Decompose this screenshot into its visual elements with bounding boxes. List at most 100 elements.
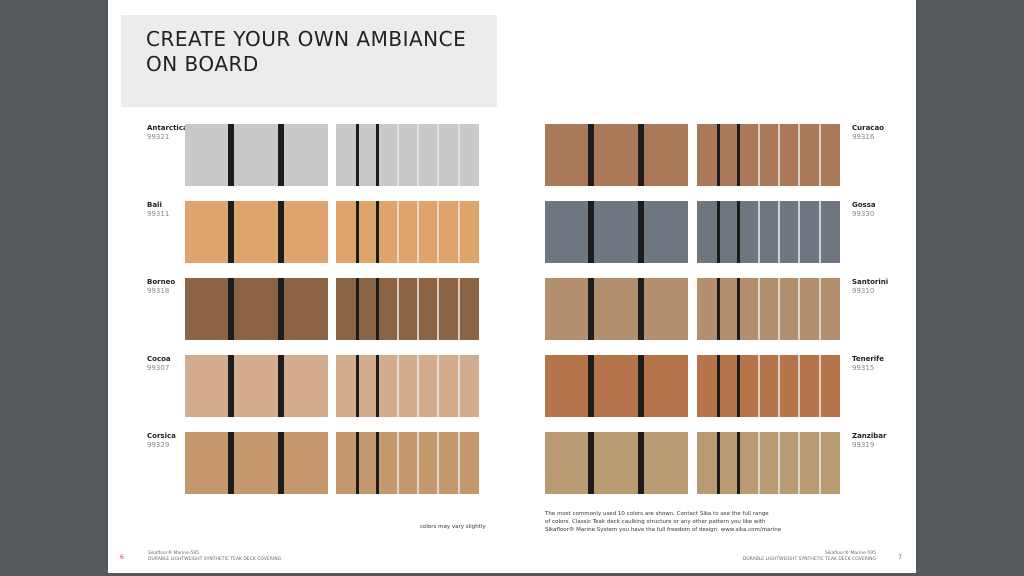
- seam: [588, 124, 594, 186]
- seam: [376, 278, 379, 340]
- page-number: 6: [120, 554, 124, 561]
- seam: [417, 278, 419, 340]
- seam: [798, 278, 800, 340]
- seam: [798, 124, 800, 186]
- seam: [356, 432, 359, 494]
- seam: [819, 355, 821, 417]
- seam: [778, 355, 780, 417]
- color-swatch: [545, 201, 688, 263]
- seam: [819, 124, 821, 186]
- footer-tagline: DURABLE LIGHTWEIGHT SYNTHETIC TEAK DECK …: [742, 557, 876, 562]
- seam: [588, 432, 594, 494]
- note: The most commonly used 10 colors are sho…: [545, 510, 781, 534]
- seam: [638, 355, 644, 417]
- seam: [737, 124, 740, 186]
- seam: [228, 355, 234, 417]
- seam: [758, 278, 760, 340]
- seam: [356, 124, 359, 186]
- color-swatch: [185, 432, 328, 494]
- footer-product: Sikafloor® Marine-595: [148, 551, 200, 556]
- swatch-name: Santorini: [852, 278, 889, 286]
- swatch-code: 99319: [852, 441, 875, 449]
- seam: [417, 355, 419, 417]
- footer: Sikafloor® Marine-595 DURABLE LIGHTWEIGH…: [148, 551, 281, 563]
- swatch-name: Curacao: [852, 124, 884, 132]
- seam: [737, 432, 740, 494]
- seam: [376, 355, 379, 417]
- seam: [376, 432, 379, 494]
- seam: [798, 432, 800, 494]
- seam: [437, 355, 439, 417]
- seam: [758, 355, 760, 417]
- seam: [819, 278, 821, 340]
- seam: [356, 278, 359, 340]
- seam: [588, 201, 594, 263]
- swatch-name: Corsica: [147, 432, 176, 440]
- seam: [417, 124, 419, 186]
- swatch-name: Bali: [147, 201, 162, 209]
- color-swatch: [545, 432, 688, 494]
- swatch-code: 99307: [147, 364, 170, 372]
- seam: [458, 432, 460, 494]
- swatch-code: 99318: [147, 287, 170, 295]
- seam: [228, 432, 234, 494]
- seam: [376, 124, 379, 186]
- footer-product: Sikafloor® Marine-595: [824, 551, 876, 556]
- color-swatch: [185, 124, 328, 186]
- seam: [458, 124, 460, 186]
- color-swatch: [697, 124, 840, 186]
- seam: [437, 432, 439, 494]
- footer-tagline: DURABLE LIGHTWEIGHT SYNTHETIC TEAK DECK …: [148, 557, 282, 562]
- swatch-code: 99310: [852, 287, 875, 295]
- page-number: 7: [898, 554, 902, 561]
- seam: [376, 201, 379, 263]
- color-swatch: [336, 124, 479, 186]
- note-line: of colors. Classic Teak deck caulking st…: [545, 519, 766, 525]
- swatch-name: Borneo: [147, 278, 176, 286]
- seam: [278, 278, 284, 340]
- swatch-code: 99330: [852, 210, 875, 218]
- footer: Sikafloor® Marine-595 DURABLE LIGHTWEIGH…: [743, 551, 876, 563]
- note-line: Sikafloor® Marine System you have the fu…: [545, 527, 782, 533]
- swatch-name: Zanzibar: [852, 432, 887, 440]
- seam: [717, 278, 720, 340]
- seam: [798, 201, 800, 263]
- seam: [437, 278, 439, 340]
- color-swatch: [185, 201, 328, 263]
- seam: [356, 355, 359, 417]
- seam: [638, 124, 644, 186]
- seam: [437, 124, 439, 186]
- color-swatch: [545, 278, 688, 340]
- seam: [758, 432, 760, 494]
- seam: [737, 278, 740, 340]
- seam: [417, 432, 419, 494]
- swatch-code: 99321: [147, 133, 170, 141]
- color-swatch: [185, 355, 328, 417]
- seam: [278, 201, 284, 263]
- color-swatch: [697, 278, 840, 340]
- seam: [417, 201, 419, 263]
- seam: [278, 355, 284, 417]
- color-swatch: [697, 432, 840, 494]
- seam: [458, 201, 460, 263]
- seam: [397, 124, 399, 186]
- swatch-code: 99311: [147, 210, 170, 218]
- seam: [717, 432, 720, 494]
- color-swatch: [336, 278, 479, 340]
- swatch-name: Cocoa: [147, 355, 171, 363]
- title-line: CREATE YOUR OWN AMBIANCE: [146, 27, 467, 51]
- seam: [228, 124, 234, 186]
- seam: [437, 201, 439, 263]
- seam: [588, 355, 594, 417]
- seam: [588, 278, 594, 340]
- seam: [638, 432, 644, 494]
- color-swatch: [336, 355, 479, 417]
- disclaimer: colors may vary slightly: [420, 524, 486, 530]
- brochure-spread: CREATE YOUR OWN AMBIANCE ON BOARD colors…: [108, 0, 916, 573]
- seam: [397, 201, 399, 263]
- seam: [356, 201, 359, 263]
- seam: [278, 432, 284, 494]
- seam: [638, 201, 644, 263]
- swatch-name: Gossa: [852, 201, 876, 209]
